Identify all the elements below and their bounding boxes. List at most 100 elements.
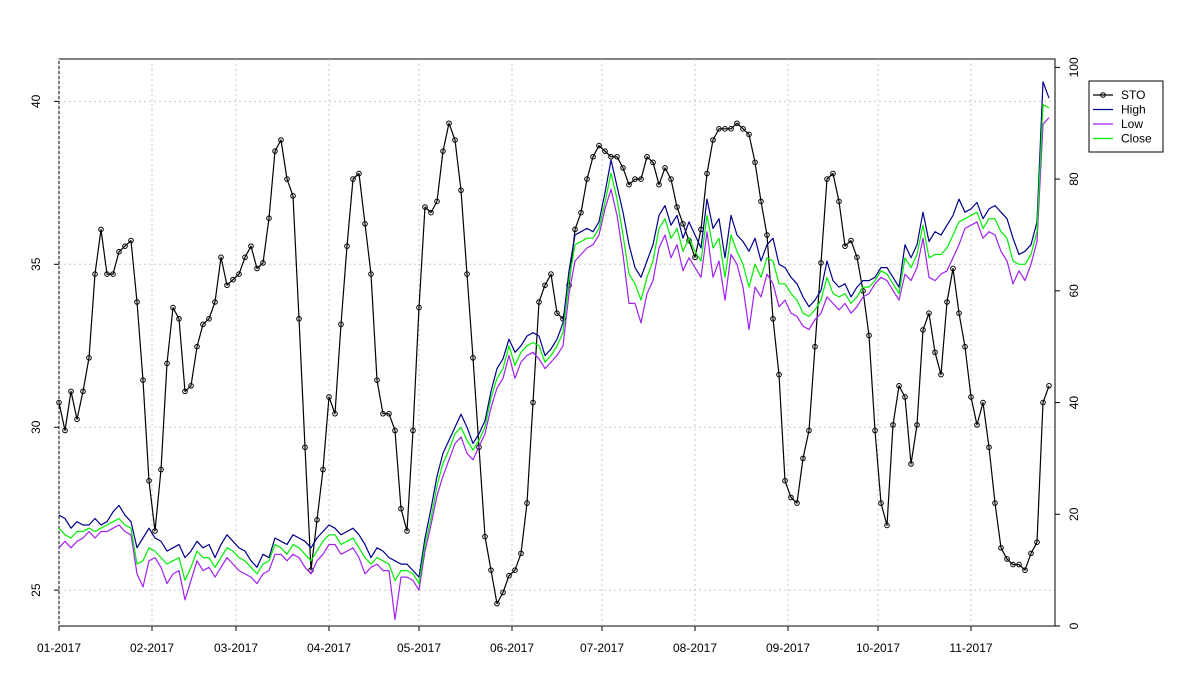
sto-point xyxy=(488,567,494,573)
sto-point xyxy=(128,237,134,244)
right-tick-label: 80 xyxy=(1067,172,1081,186)
sto-point xyxy=(482,533,488,540)
sto-point xyxy=(902,394,908,400)
series-line-sto xyxy=(58,122,1050,605)
sto-point xyxy=(200,321,206,328)
sto-point xyxy=(146,477,152,484)
series-line-close xyxy=(58,103,1050,585)
sto-point xyxy=(722,126,728,132)
left-tick-label: 30 xyxy=(29,420,43,434)
sto-point xyxy=(578,209,584,216)
axes: 01-2017 02-2017 03-2017 04-2017 05-2017 06-20… xyxy=(29,57,1081,655)
sto-point xyxy=(224,282,230,289)
sto-point xyxy=(392,427,398,434)
sto-point xyxy=(212,299,218,305)
sto-point xyxy=(926,310,932,316)
sto-point xyxy=(1034,539,1040,546)
sto-point xyxy=(998,544,1004,551)
sto-point xyxy=(770,315,776,322)
sto-point xyxy=(830,170,836,177)
plot-frame xyxy=(58,58,1056,627)
sto-point xyxy=(554,310,560,316)
sto-point xyxy=(632,176,638,182)
sto-point xyxy=(206,315,212,322)
sto-point xyxy=(494,600,500,607)
sto-point xyxy=(386,410,392,417)
sto-point xyxy=(968,394,974,400)
x-tick-label: 04-2017 xyxy=(307,641,351,655)
sto-point xyxy=(584,176,590,182)
grid-lines xyxy=(58,59,1055,626)
sto-point xyxy=(650,159,656,166)
sto-point xyxy=(932,349,938,356)
sto-point xyxy=(974,422,980,428)
sto-point xyxy=(680,220,686,227)
sto-point xyxy=(986,444,992,451)
sto-point xyxy=(260,260,266,266)
sto-point xyxy=(314,517,320,523)
sto-point xyxy=(446,120,452,127)
sto-point xyxy=(590,153,596,160)
sto-point xyxy=(98,226,104,233)
sto-point xyxy=(602,148,608,154)
right-tick-label: 0 xyxy=(1067,622,1081,629)
sto-point xyxy=(896,382,902,389)
sto-point xyxy=(266,215,272,222)
sto-point xyxy=(476,444,482,451)
sto-point xyxy=(122,243,128,249)
sto-point xyxy=(626,181,632,188)
x-tick-label: 03-2017 xyxy=(214,641,258,655)
sto-point xyxy=(866,332,872,339)
sto-point xyxy=(374,377,380,384)
sto-point xyxy=(452,137,458,143)
x-tick-label: 08-2017 xyxy=(673,641,717,655)
sto-point xyxy=(1046,382,1052,389)
sto-point xyxy=(506,572,512,579)
sto-point xyxy=(842,243,848,249)
series-line-low xyxy=(58,117,1050,621)
sto-point xyxy=(62,427,68,434)
sto-point xyxy=(74,416,80,423)
sto-point xyxy=(980,399,986,406)
x-tick-label: 10-2017 xyxy=(856,641,900,655)
legend-label: High xyxy=(1121,103,1146,117)
sto-point xyxy=(398,505,404,512)
series-lines xyxy=(56,81,1052,621)
sto-point xyxy=(86,355,92,361)
x-tick-label: 02-2017 xyxy=(130,641,174,655)
sto-point xyxy=(110,271,116,277)
sto-point xyxy=(596,142,602,149)
legend-marker xyxy=(1100,92,1106,98)
sto-point xyxy=(500,589,506,596)
x-tick-label: 05-2017 xyxy=(397,641,441,655)
sto-point xyxy=(782,477,788,484)
sto-point xyxy=(104,271,110,277)
sto-point xyxy=(674,204,680,210)
sto-point xyxy=(656,181,662,188)
sto-point xyxy=(884,522,890,529)
sto-point xyxy=(254,265,260,272)
sto-point xyxy=(572,226,578,233)
sto-point xyxy=(68,388,74,395)
sto-point xyxy=(962,343,968,350)
sto-point xyxy=(872,427,878,434)
sto-point xyxy=(548,271,554,277)
sto-point xyxy=(854,254,860,261)
sto-point xyxy=(692,254,698,261)
sto-point xyxy=(320,466,326,473)
sto-point xyxy=(218,254,224,261)
sto-point xyxy=(668,176,674,182)
sto-point xyxy=(242,254,248,261)
sto-point xyxy=(428,209,434,216)
sto-point xyxy=(938,371,944,378)
sto-point xyxy=(164,360,170,367)
sto-point xyxy=(1010,561,1016,568)
sto-point xyxy=(1004,556,1010,562)
sto-point xyxy=(1016,561,1022,568)
left-tick-label: 25 xyxy=(29,583,43,597)
sto-point xyxy=(56,399,62,406)
sto-point xyxy=(422,204,428,210)
left-tick-label: 40 xyxy=(29,94,43,108)
